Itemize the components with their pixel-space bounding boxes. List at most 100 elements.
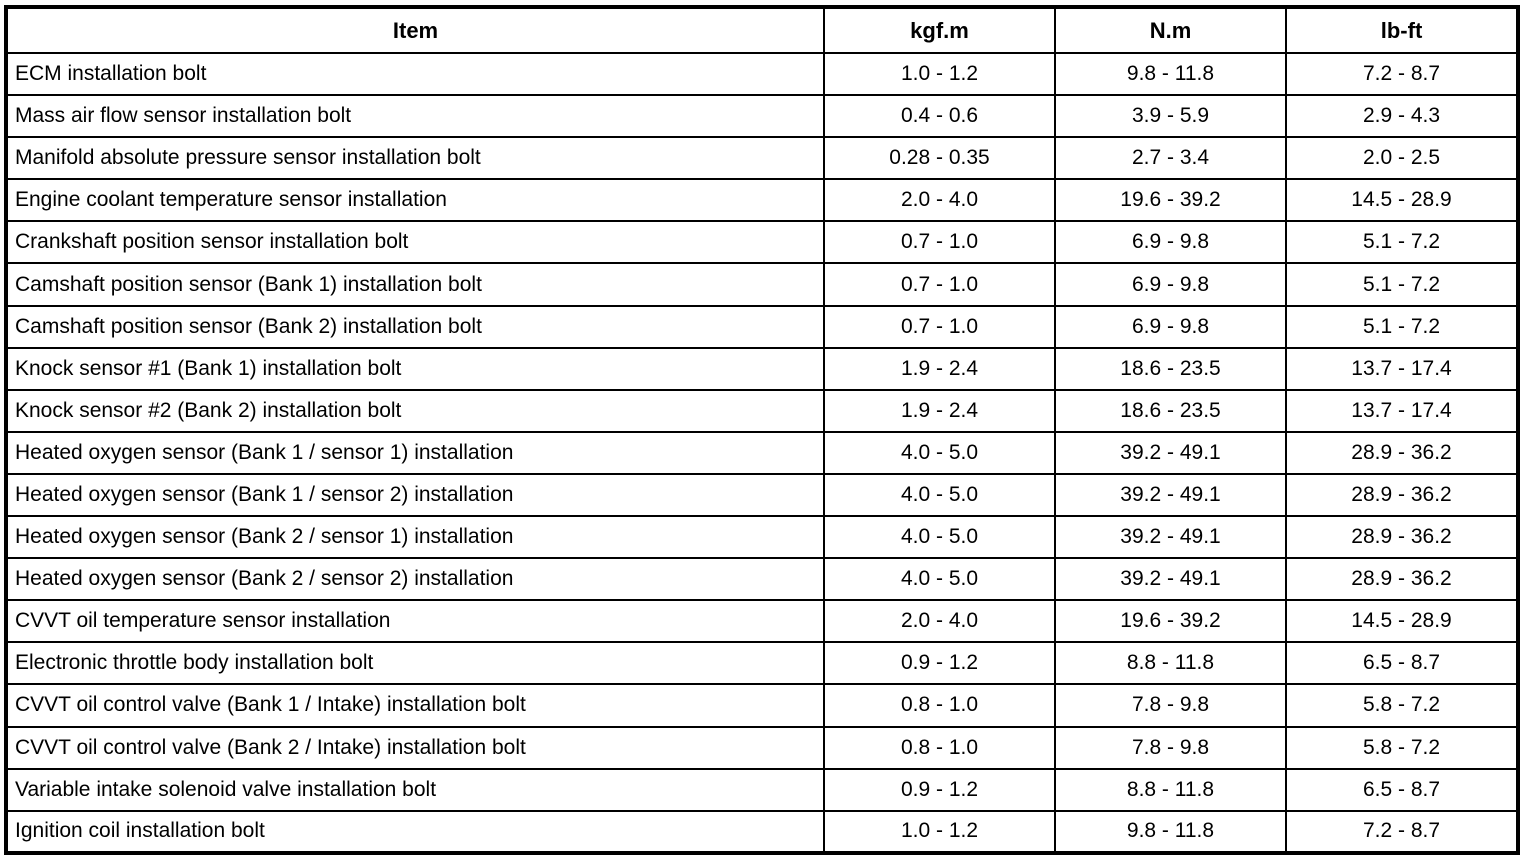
table-body: ECM installation bolt 1.0 - 1.2 9.8 - 11.8… (5, 51, 1519, 855)
nm-cell: 6.9 - 9.8 (1054, 304, 1287, 349)
kgfm-cell: 1.0 - 1.2 (823, 51, 1056, 97)
kgfm-cell: 0.9 - 1.2 (823, 767, 1056, 812)
nm-cell: 6.9 - 9.8 (1054, 220, 1287, 265)
lbft-cell: 28.9 - 36.2 (1285, 515, 1519, 560)
item-cell: Heated oxygen sensor (Bank 2 / sensor 2)… (5, 557, 825, 602)
nm-cell: 7.8 - 9.8 (1054, 725, 1287, 770)
table-row: CVVT oil control valve (Bank 2 / Intake)… (5, 725, 1519, 770)
nm-cell: 6.9 - 9.8 (1054, 262, 1287, 307)
nm-cell: 7.8 - 9.8 (1054, 683, 1287, 728)
table-row: Electronic throttle body installation bo… (5, 641, 1519, 686)
item-cell: Variable intake solenoid valve installat… (5, 767, 825, 812)
lbft-cell: 5.8 - 7.2 (1285, 725, 1519, 770)
item-cell: Knock sensor #1 (Bank 1) installation bo… (5, 346, 825, 391)
column-header-kgfm: kgf.m (823, 6, 1056, 54)
table-row: CVVT oil control valve (Bank 1 / Intake)… (5, 683, 1519, 728)
item-cell: Heated oxygen sensor (Bank 2 / sensor 1)… (5, 515, 825, 560)
header-row: Item kgf.m N.m lb-ft (5, 6, 1519, 54)
table-header: Item kgf.m N.m lb-ft (5, 6, 1519, 54)
item-cell: CVVT oil control valve (Bank 1 / Intake)… (5, 683, 825, 728)
item-cell: ECM installation bolt (5, 51, 825, 97)
nm-cell: 39.2 - 49.1 (1054, 515, 1287, 560)
item-cell: CVVT oil temperature sensor installation (5, 599, 825, 644)
nm-cell: 19.6 - 39.2 (1054, 599, 1287, 644)
column-header-lbft: lb-ft (1285, 6, 1519, 54)
table-row: Ignition coil installation bolt 1.0 - 1.2… (5, 809, 1519, 855)
item-cell: Electronic throttle body installation bo… (5, 641, 825, 686)
nm-cell: 2.7 - 3.4 (1054, 136, 1287, 181)
table-row: CVVT oil temperature sensor installation… (5, 599, 1519, 644)
lbft-cell: 2.9 - 4.3 (1285, 94, 1519, 139)
nm-cell: 3.9 - 5.9 (1054, 94, 1287, 139)
lbft-cell: 6.5 - 8.7 (1285, 767, 1519, 812)
nm-cell: 39.2 - 49.1 (1054, 557, 1287, 602)
table-row: Crankshaft position sensor installation … (5, 220, 1519, 265)
kgfm-cell: 1.9 - 2.4 (823, 388, 1056, 433)
item-cell: Ignition coil installation bolt (5, 809, 825, 855)
kgfm-cell: 0.28 - 0.35 (823, 136, 1056, 181)
nm-cell: 8.8 - 11.8 (1054, 641, 1287, 686)
lbft-cell: 7.2 - 8.7 (1285, 809, 1519, 855)
column-header-nm: N.m (1054, 6, 1287, 54)
lbft-cell: 28.9 - 36.2 (1285, 557, 1519, 602)
item-cell: Manifold absolute pressure sensor instal… (5, 136, 825, 181)
nm-cell: 9.8 - 11.8 (1054, 809, 1287, 855)
lbft-cell: 5.8 - 7.2 (1285, 683, 1519, 728)
torque-spec-table: Item kgf.m N.m lb-ft ECM installation bo… (4, 5, 1520, 855)
table-row: Manifold absolute pressure sensor instal… (5, 136, 1519, 181)
table-row: Engine coolant temperature sensor instal… (5, 178, 1519, 223)
kgfm-cell: 0.7 - 1.0 (823, 220, 1056, 265)
kgfm-cell: 2.0 - 4.0 (823, 178, 1056, 223)
kgfm-cell: 1.9 - 2.4 (823, 346, 1056, 391)
table-row: Knock sensor #2 (Bank 2) installation bo… (5, 388, 1519, 433)
lbft-cell: 5.1 - 7.2 (1285, 220, 1519, 265)
lbft-cell: 5.1 - 7.2 (1285, 262, 1519, 307)
nm-cell: 18.6 - 23.5 (1054, 346, 1287, 391)
table-row: Heated oxygen sensor (Bank 2 / sensor 2)… (5, 557, 1519, 602)
table-row: Mass air flow sensor installation bolt 0.… (5, 94, 1519, 139)
kgfm-cell: 0.8 - 1.0 (823, 683, 1056, 728)
nm-cell: 39.2 - 49.1 (1054, 430, 1287, 475)
lbft-cell: 5.1 - 7.2 (1285, 304, 1519, 349)
nm-cell: 9.8 - 11.8 (1054, 51, 1287, 97)
nm-cell: 8.8 - 11.8 (1054, 767, 1287, 812)
kgfm-cell: 0.7 - 1.0 (823, 262, 1056, 307)
kgfm-cell: 2.0 - 4.0 (823, 599, 1056, 644)
lbft-cell: 7.2 - 8.7 (1285, 51, 1519, 97)
nm-cell: 18.6 - 23.5 (1054, 388, 1287, 433)
lbft-cell: 13.7 - 17.4 (1285, 388, 1519, 433)
table-row: Camshaft position sensor (Bank 1) instal… (5, 262, 1519, 307)
item-cell: Knock sensor #2 (Bank 2) installation bo… (5, 388, 825, 433)
lbft-cell: 2.0 - 2.5 (1285, 136, 1519, 181)
item-cell: Heated oxygen sensor (Bank 1 / sensor 2)… (5, 472, 825, 518)
table-row: Knock sensor #1 (Bank 1) installation bo… (5, 346, 1519, 391)
table-row: Heated oxygen sensor (Bank 2 / sensor 1)… (5, 515, 1519, 560)
item-cell: Camshaft position sensor (Bank 1) instal… (5, 262, 825, 307)
table-row: Variable intake solenoid valve installat… (5, 767, 1519, 812)
nm-cell: 39.2 - 49.1 (1054, 472, 1287, 518)
item-cell: Engine coolant temperature sensor instal… (5, 178, 825, 223)
table-row: ECM installation bolt 1.0 - 1.2 9.8 - 11.8… (5, 51, 1519, 97)
lbft-cell: 14.5 - 28.9 (1285, 178, 1519, 223)
kgfm-cell: 0.4 - 0.6 (823, 94, 1056, 139)
kgfm-cell: 4.0 - 5.0 (823, 515, 1056, 560)
item-cell: Crankshaft position sensor installation … (5, 220, 825, 265)
table-row: Heated oxygen sensor (Bank 1 / sensor 2)… (5, 472, 1519, 518)
lbft-cell: 28.9 - 36.2 (1285, 472, 1519, 518)
table-row: Heated oxygen sensor (Bank 1 / sensor 1)… (5, 430, 1519, 475)
kgfm-cell: 4.0 - 5.0 (823, 557, 1056, 602)
column-header-item: Item (5, 6, 825, 54)
lbft-cell: 28.9 - 36.2 (1285, 430, 1519, 475)
kgfm-cell: 0.9 - 1.2 (823, 641, 1056, 686)
nm-cell: 19.6 - 39.2 (1054, 178, 1287, 223)
lbft-cell: 6.5 - 8.7 (1285, 641, 1519, 686)
item-cell: CVVT oil control valve (Bank 2 / Intake)… (5, 725, 825, 770)
table-row: Camshaft position sensor (Bank 2) instal… (5, 304, 1519, 349)
lbft-cell: 14.5 - 28.9 (1285, 599, 1519, 644)
lbft-cell: 13.7 - 17.4 (1285, 346, 1519, 391)
kgfm-cell: 0.7 - 1.0 (823, 304, 1056, 349)
item-cell: Heated oxygen sensor (Bank 1 / sensor 1)… (5, 430, 825, 475)
kgfm-cell: 4.0 - 5.0 (823, 472, 1056, 518)
item-cell: Mass air flow sensor installation bolt (5, 94, 825, 139)
